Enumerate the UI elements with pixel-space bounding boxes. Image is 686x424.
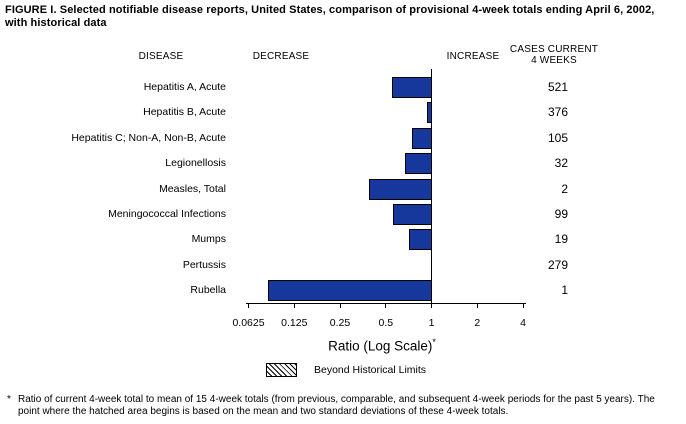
cases-value: 32	[554, 156, 568, 171]
axis-tick	[248, 303, 249, 308]
figure-title: FIGURE I. Selected notifiable disease re…	[5, 4, 655, 29]
axis-tick-label: 0.125	[281, 317, 308, 329]
footnote-text: Ratio of current 4-week total to mean of…	[18, 394, 655, 417]
disease-bar	[268, 280, 432, 302]
footnote: * Ratio of current 4-week total to mean …	[7, 394, 679, 417]
axis-tick-label: 0.0625	[232, 317, 265, 329]
disease-label: Legionellosis	[165, 157, 226, 170]
axis-tick-label: 1	[428, 317, 435, 329]
cases-value: 521	[547, 80, 568, 94]
x-axis-title-asterisk: *	[432, 337, 436, 347]
cases-value: 376	[547, 105, 568, 120]
cases-value: 105	[547, 130, 568, 145]
disease-label: Rubella	[190, 284, 226, 297]
axis-tick	[339, 303, 341, 308]
disease-bar	[408, 229, 432, 251]
disease-bar	[411, 127, 432, 149]
disease-label: Hepatitis B, Acute	[143, 106, 226, 119]
axis-tick	[522, 303, 524, 308]
disease-label: Mumps	[191, 233, 226, 246]
column-header-increase: INCREASE	[446, 51, 500, 62]
disease-bar	[369, 178, 432, 200]
legend-label: Beyond Historical Limits	[314, 364, 427, 376]
disease-bar	[405, 153, 432, 175]
axis-tick-label: 4	[520, 317, 526, 329]
hatched-box-icon	[266, 363, 297, 377]
x-axis-title-text: Ratio (Log Scale)	[328, 338, 433, 354]
baseline-ratio-1	[431, 69, 432, 304]
column-header-decrease: DECREASE	[252, 51, 310, 62]
column-header-disease: DISEASE	[138, 51, 184, 62]
axis-tick-label: 0.25	[329, 317, 351, 329]
footnote-marker: *	[7, 394, 11, 405]
column-header-cases-line1: CASES CURRENT	[509, 44, 599, 55]
cases-value: 2	[561, 181, 568, 196]
disease-label: Hepatitis A, Acute	[143, 81, 226, 93]
cases-value: 279	[547, 257, 568, 272]
axis-tick-label: 0.5	[378, 317, 394, 329]
axis-tick	[293, 303, 295, 308]
disease-label: Meningococcal Infections	[108, 208, 226, 220]
axis-tick-label: 2	[474, 317, 481, 329]
column-header-cases: CASES CURRENT 4 WEEKS	[499, 44, 609, 66]
cases-value: 99	[554, 207, 568, 221]
axis-tick	[385, 303, 387, 308]
column-header-cases-line2: 4 WEEKS	[531, 55, 577, 66]
axis-tick	[431, 303, 432, 308]
legend: Beyond Historical Limits	[266, 363, 426, 377]
cases-value: 19	[554, 232, 568, 247]
disease-label: Hepatitis C; Non-A, Non-B, Acute	[71, 131, 226, 144]
disease-label: Pertussis	[182, 258, 226, 271]
x-axis-title: Ratio (Log Scale)*	[282, 337, 482, 354]
disease-label: Measles, Total	[159, 182, 226, 195]
disease-bar	[393, 204, 432, 225]
disease-bar	[392, 77, 432, 98]
cases-value: 1	[561, 283, 568, 298]
axis-tick	[476, 303, 478, 308]
